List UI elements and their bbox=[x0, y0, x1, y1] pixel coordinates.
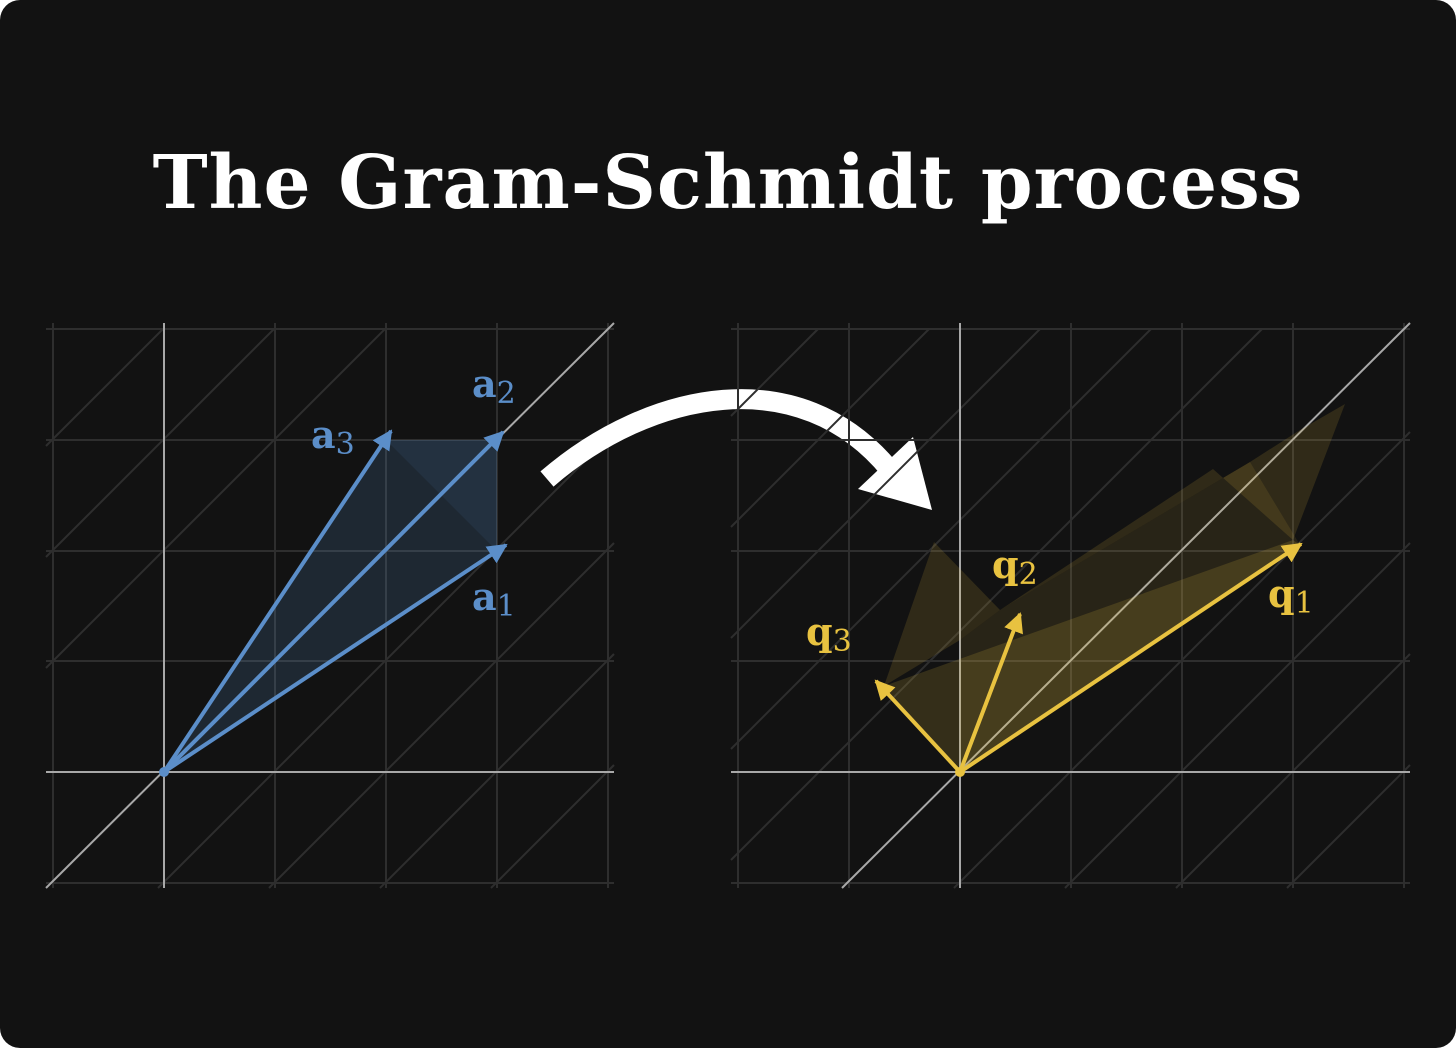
right-grid bbox=[730, 323, 1411, 889]
label-a2: a2 bbox=[472, 361, 516, 411]
vector-a1 bbox=[162, 543, 508, 774]
page-title: The Gram-Schmidt process bbox=[152, 140, 1304, 226]
vector-q2 bbox=[958, 612, 1023, 773]
left-labels: a1 a2 a3 bbox=[311, 361, 516, 624]
vector-a2 bbox=[162, 430, 505, 774]
label-a3: a3 bbox=[311, 412, 355, 462]
right-vectors bbox=[874, 542, 1303, 777]
right-diagonal-axis bbox=[841, 322, 1411, 889]
label-a1: a1 bbox=[472, 574, 516, 624]
label-q2: q2 bbox=[992, 542, 1038, 592]
vector-q1 bbox=[958, 542, 1303, 774]
right-labels: q1 q2 q3 bbox=[806, 542, 1314, 659]
vector-a3 bbox=[162, 429, 393, 774]
right-axes bbox=[731, 322, 1411, 889]
left-origin-dot bbox=[159, 767, 169, 777]
label-q1: q1 bbox=[1268, 571, 1314, 621]
label-q3: q3 bbox=[806, 609, 852, 659]
vector-q3 bbox=[874, 679, 962, 774]
right-origin-dot bbox=[955, 767, 965, 777]
right-span-shading bbox=[884, 404, 1345, 772]
left-grid bbox=[45, 323, 615, 889]
left-vectors bbox=[159, 429, 508, 777]
